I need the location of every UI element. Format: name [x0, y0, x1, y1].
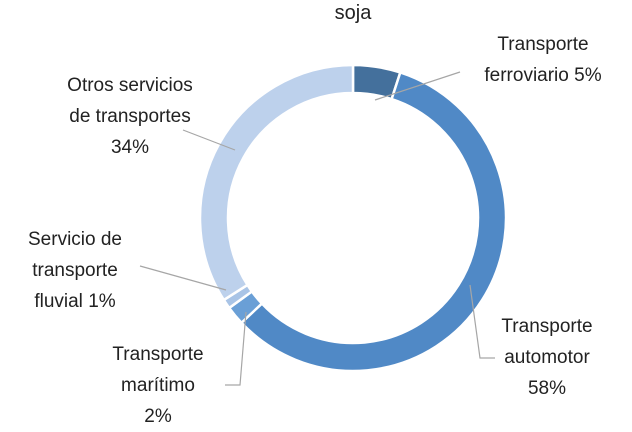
category-label: Transporte marítimo [112, 344, 204, 396]
slice [198, 63, 355, 302]
category-label: Servicio de transporte fluvial [28, 229, 122, 312]
leader-line [469, 284, 495, 359]
value-label: 58% [527, 378, 567, 399]
leader-line [374, 71, 461, 101]
value-label: 2% [144, 406, 172, 427]
value-label: 1% [88, 291, 116, 312]
value-label: 5% [574, 65, 602, 86]
chart-title: soja [334, 2, 372, 24]
leader-line [139, 265, 227, 291]
slice-label: Transporte automotor 58% [492, 311, 602, 404]
category-label: Transporte ferroviario [484, 34, 589, 86]
value-label: 34% [110, 137, 150, 158]
slice-label: Servicio de transporte fluvial 1% [15, 224, 135, 317]
leader-line [182, 129, 236, 151]
slice-label: Transporte marítimo 2% [108, 339, 208, 432]
slice-label: Transporte ferroviario 5% [478, 29, 608, 91]
leader-line [225, 311, 247, 386]
category-label: Otros servicios de transportes [67, 75, 193, 127]
slice-label: Otros servicios de transportes 34% [67, 70, 193, 163]
category-label: Transporte automotor [501, 316, 593, 368]
donut [198, 63, 508, 373]
slice [239, 70, 508, 373]
